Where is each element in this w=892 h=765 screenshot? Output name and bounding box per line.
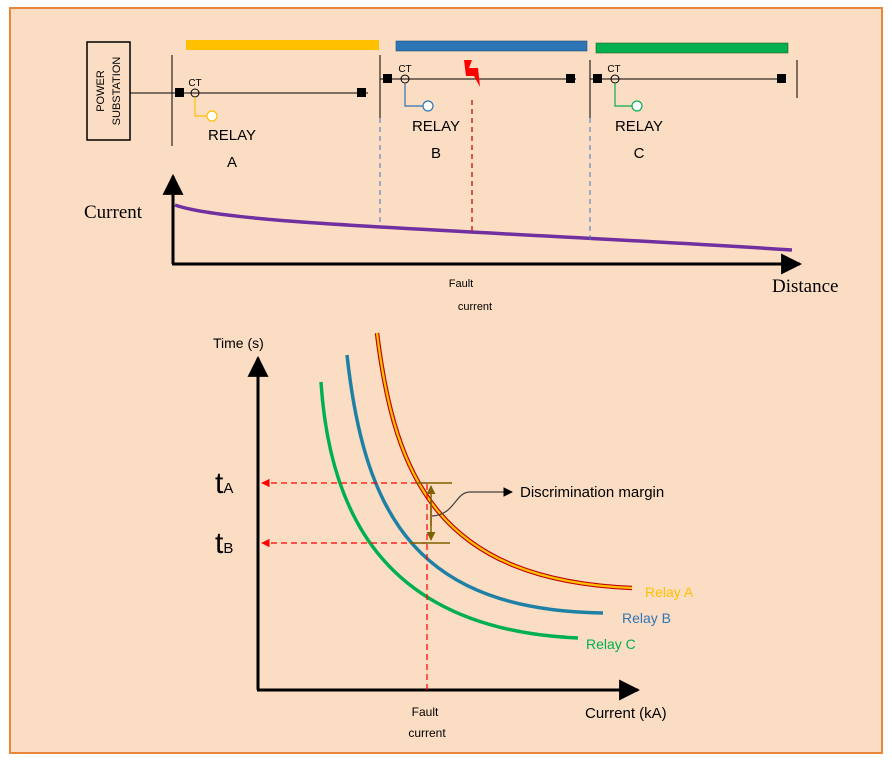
- t-a-label: tA: [215, 467, 233, 500]
- series-label-relay-c: Relay C: [586, 636, 636, 652]
- relay-c-wire: [614, 83, 632, 107]
- t-a-main: t: [215, 467, 224, 500]
- relay-b-wire: [404, 83, 423, 107]
- relay-a-symbol: [206, 110, 218, 122]
- discrimination-margin-label: Discrimination margin: [520, 484, 664, 501]
- current-distance-graph: Current Distance Fault current: [84, 100, 838, 313]
- lightning-bolt-icon: [464, 60, 480, 87]
- tcc-chart: Time (s) Current (kA) Relay A Relay B Re…: [213, 332, 694, 740]
- series-label-relay-b: Relay B: [622, 610, 671, 626]
- relay-c-curve: [319, 381, 579, 640]
- tcc-y-label: Time (s): [213, 335, 264, 351]
- tcc-fault-label-line1: Fault: [412, 705, 439, 719]
- breaker: [383, 74, 392, 83]
- relay-c-symbol: [631, 100, 643, 112]
- zone-bar-relay-b: [395, 40, 588, 52]
- breaker: [593, 74, 602, 83]
- relay-a-word: RELAY: [208, 127, 256, 144]
- relay-a-curve: [375, 332, 633, 590]
- series-label-relay-a: Relay A: [645, 584, 694, 600]
- cd-fault-label-line2: current: [458, 301, 492, 313]
- breaker: [566, 74, 575, 83]
- breaker: [175, 88, 184, 97]
- relay-b-symbol: [422, 100, 434, 112]
- breaker: [357, 88, 366, 97]
- relay-c-word: RELAY: [615, 118, 663, 135]
- t-b-label: tB: [215, 527, 233, 560]
- substation-label-line2: SUBSTATION: [111, 57, 123, 126]
- tcc-x-label: Current (kA): [585, 705, 667, 722]
- ct-label: CT: [188, 78, 201, 89]
- breaker: [777, 74, 786, 83]
- fault-current-curve: [174, 203, 793, 252]
- t-b-subscript: B: [223, 540, 233, 557]
- relay-b-word: RELAY: [412, 118, 460, 135]
- relay-b-curve: [345, 354, 604, 615]
- relay-c-letter: C: [634, 145, 645, 162]
- tcc-fault-label-line2: current: [408, 726, 446, 740]
- cd-fault-label-line1: Fault: [449, 278, 473, 290]
- zone-bar-relay-a: [186, 40, 379, 50]
- single-line-diagram: POWER SUBSTATION CT CT CT: [86, 40, 798, 171]
- substation-label-line1: POWER: [95, 70, 107, 112]
- relay-a-wire: [194, 97, 207, 117]
- ct-label: CT: [607, 64, 620, 75]
- cd-y-label: Current: [84, 202, 143, 223]
- zone-bar-relay-c: [595, 42, 789, 54]
- cd-x-label: Distance: [772, 276, 838, 297]
- power-substation-box: [86, 41, 131, 141]
- relay-a-letter: A: [227, 154, 237, 171]
- annotation-connector: [431, 487, 513, 517]
- t-b-main: t: [215, 527, 224, 560]
- background-panel: [9, 7, 883, 754]
- t-a-subscript: A: [223, 480, 233, 497]
- ct-label: CT: [398, 64, 411, 75]
- relay-b-letter: B: [431, 145, 441, 162]
